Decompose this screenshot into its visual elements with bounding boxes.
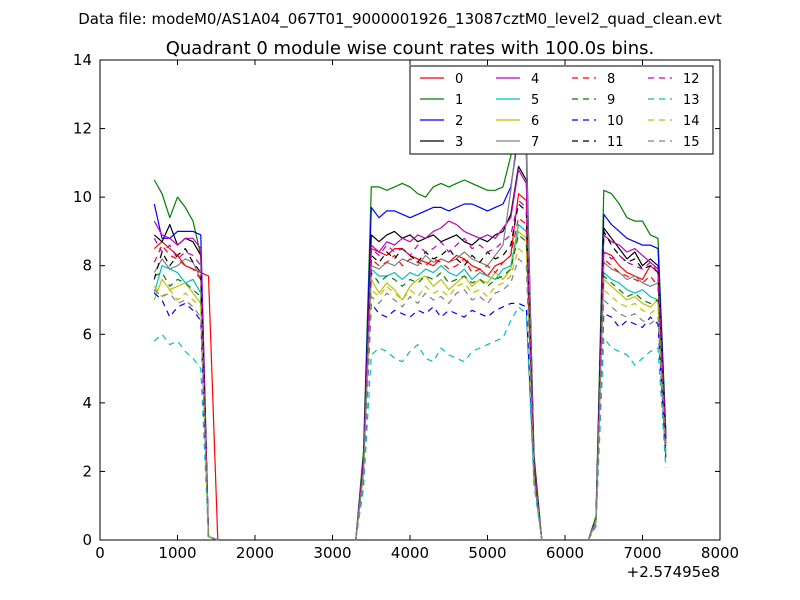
- series-line-8: [587, 258, 667, 541]
- legend-item-11: 11: [572, 135, 624, 150]
- legend-item-3: 3: [420, 135, 463, 150]
- legend-label-11: 11: [607, 135, 624, 150]
- series-line-14: [153, 285, 219, 541]
- series-line-15: [153, 289, 219, 541]
- legend-item-5: 5: [496, 93, 539, 108]
- legend-label-12: 12: [683, 72, 700, 87]
- x-tick-label: 2000: [236, 544, 274, 562]
- y-tick-label: 4: [82, 394, 92, 412]
- y-tick-label: 6: [82, 325, 92, 343]
- legend-item-9: 9: [572, 93, 615, 108]
- legend-label-1: 1: [455, 93, 463, 108]
- legend-item-10: 10: [572, 114, 624, 129]
- chart-title: Quadrant 0 module wise count rates with …: [166, 38, 655, 59]
- y-tick-label: 12: [73, 120, 92, 138]
- series-line-13: [355, 306, 543, 541]
- series-line-13: [587, 337, 667, 541]
- legend-label-2: 2: [455, 114, 463, 129]
- x-tick-label: 8000: [701, 544, 739, 562]
- series-line-6: [355, 230, 543, 541]
- x-tick-label: 7000: [623, 544, 661, 562]
- y-tick-label: 8: [82, 257, 92, 275]
- legend-item-8: 8: [572, 72, 615, 87]
- legend-label-15: 15: [683, 135, 700, 150]
- series-line-14: [355, 248, 543, 541]
- legend-label-0: 0: [455, 72, 463, 87]
- x-tick-label: 3000: [313, 544, 351, 562]
- legend-item-0: 0: [420, 72, 463, 87]
- x-tick-label: 1000: [158, 544, 196, 562]
- legend-label-4: 4: [531, 72, 539, 87]
- x-tick-label: 5000: [468, 544, 506, 562]
- legend-item-6: 6: [496, 114, 539, 129]
- legend-item-1: 1: [420, 93, 463, 108]
- ticks-layer: 0 1000 2000 3000 4000 5000 6000 7000 80000246810…: [73, 51, 739, 562]
- y-tick-label: 10: [73, 188, 92, 206]
- legend-item-15: 15: [648, 135, 700, 150]
- series-line-10: [355, 302, 543, 541]
- legend-item-7: 7: [496, 135, 539, 150]
- x-axis-offset-label: +2.57495e8: [627, 563, 720, 581]
- series-line-8: [355, 217, 543, 541]
- series-line-12: [587, 251, 667, 541]
- x-tick-label: 0: [95, 544, 105, 562]
- series-line-0: [153, 241, 219, 541]
- legend-box: [409, 65, 714, 155]
- series-line-11: [153, 248, 219, 541]
- legend-item-14: 14: [648, 114, 700, 129]
- series-line-14: [587, 289, 667, 541]
- x-tick-label: 6000: [546, 544, 584, 562]
- legend-item-12: 12: [648, 72, 700, 87]
- series-line-10: [153, 292, 219, 541]
- series-line-13: [153, 333, 219, 541]
- legend-item-13: 13: [648, 93, 700, 108]
- figure-suptitle: Data file: modeM0/AS1A04_067T01_90000019…: [78, 10, 722, 29]
- series-line-15: [587, 299, 667, 541]
- legend-label-3: 3: [455, 135, 463, 150]
- legend-label-6: 6: [531, 114, 539, 129]
- legend-label-9: 9: [607, 93, 615, 108]
- series-line-12: [355, 200, 543, 541]
- legend-label-13: 13: [683, 93, 700, 108]
- series-15: [153, 258, 667, 541]
- x-tick-label: 4000: [391, 544, 429, 562]
- series-13: [153, 306, 667, 541]
- series-line-1: [355, 121, 543, 541]
- series-line-7: [587, 261, 667, 541]
- legend-label-10: 10: [607, 114, 624, 129]
- series-layer: [153, 121, 667, 541]
- legend-label-14: 14: [683, 114, 700, 129]
- series-line-15: [355, 258, 543, 541]
- y-tick-label: 0: [82, 531, 92, 549]
- legend-label-5: 5: [531, 93, 539, 108]
- y-tick-label: 2: [82, 462, 92, 480]
- series-line-4: [355, 169, 543, 541]
- legend-item-4: 4: [496, 72, 539, 87]
- series-12: [153, 200, 667, 541]
- y-tick-label: 14: [73, 51, 92, 69]
- legend-label-7: 7: [531, 135, 539, 150]
- legend-item-2: 2: [420, 114, 463, 129]
- series-line-11: [355, 203, 543, 541]
- series-line-12: [153, 238, 219, 541]
- series-14: [153, 248, 667, 541]
- legend-label-8: 8: [607, 72, 615, 87]
- series-line-9: [355, 234, 543, 541]
